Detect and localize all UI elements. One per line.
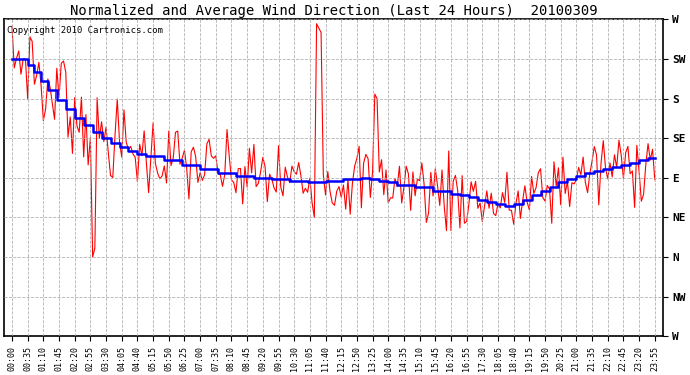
Text: Copyright 2010 Cartronics.com: Copyright 2010 Cartronics.com: [8, 26, 164, 34]
Title: Normalized and Average Wind Direction (Last 24 Hours)  20100309: Normalized and Average Wind Direction (L…: [70, 4, 598, 18]
